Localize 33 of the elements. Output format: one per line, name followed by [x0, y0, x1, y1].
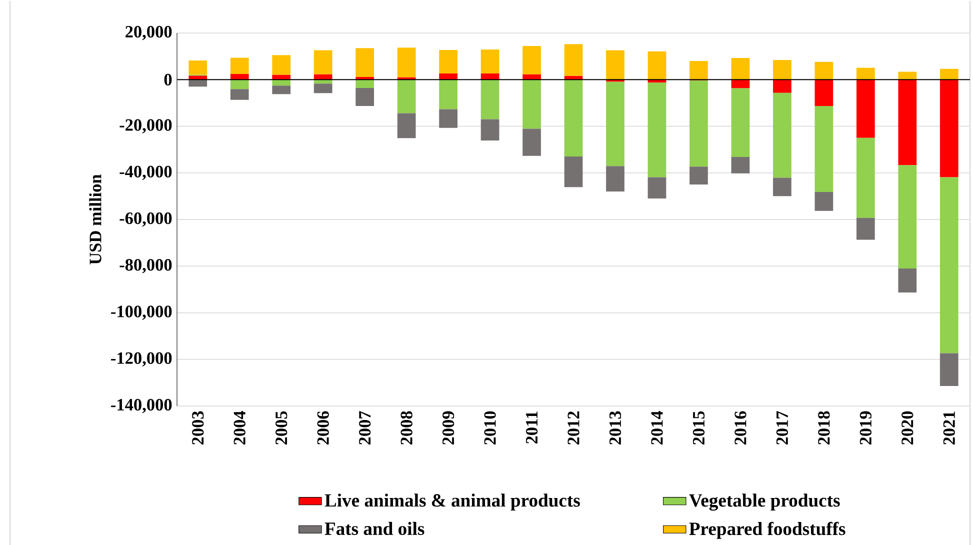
- x-tick-label: 2010: [484, 411, 496, 444]
- x-tick-label: 2014: [651, 410, 663, 444]
- legend-label: Live animals & animal products: [324, 494, 580, 510]
- x-tick-label: 2003: [192, 411, 204, 444]
- x-tick-label: 2011: [526, 411, 538, 444]
- x-tick-label: 2018: [818, 411, 830, 444]
- x-tick-label: 2009: [442, 411, 454, 444]
- y-tick-label: 0: [164, 74, 172, 86]
- x-tick-label: 2005: [276, 411, 288, 444]
- x-tick-label: 2012: [568, 411, 580, 444]
- x-tick-label: 2021: [943, 411, 955, 444]
- x-tick-label: 2007: [359, 410, 371, 444]
- y-tick-label: 20,000: [126, 26, 172, 40]
- x-tick-label: 2017: [776, 410, 788, 444]
- x-tick-label: 2015: [692, 411, 705, 444]
- legend-label: Fats and oils: [324, 522, 424, 535]
- y-tick-label: -60,000: [120, 212, 172, 226]
- y-tick-label: -40,000: [120, 166, 172, 180]
- y-tick-label: -100,000: [111, 306, 172, 320]
- legend-label: Prepared foodstuffs: [689, 522, 846, 539]
- y-axis-title: USD million: [89, 174, 102, 264]
- y-tick-label: -120,000: [111, 352, 172, 366]
- x-tick-label: 2006: [317, 411, 329, 444]
- x-tick-label: 2013: [609, 411, 622, 444]
- y-tick-label: -80,000: [120, 258, 172, 274]
- x-tick-label: 2008: [400, 411, 412, 444]
- legend-label: Vegetable products: [689, 494, 840, 511]
- y-tick-label: -20,000: [120, 119, 172, 134]
- x-tick-label: 2020: [902, 411, 914, 444]
- x-tick-label: 2004: [234, 410, 246, 444]
- x-tick-label: 2019: [860, 411, 872, 444]
- x-tick-label: 2016: [734, 411, 746, 444]
- y-tick-label: -140,000: [111, 398, 172, 413]
